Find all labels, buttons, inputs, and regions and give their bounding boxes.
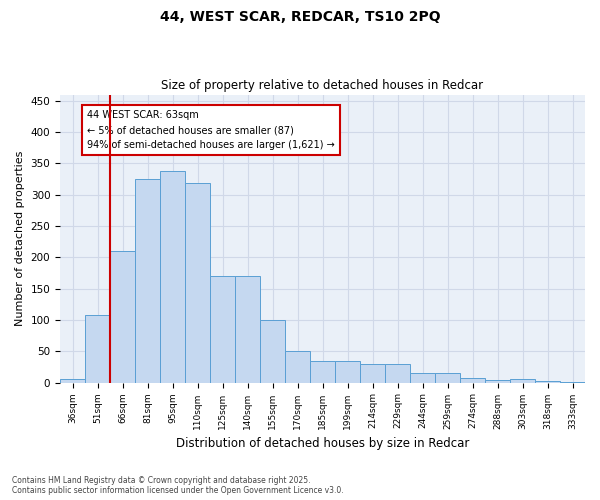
Bar (285, 352, 310, 382)
Bar (485, 380, 510, 382)
Bar (110, 251, 135, 382)
Bar (310, 360, 335, 382)
Bar (60, 380, 85, 382)
Bar (460, 378, 485, 382)
Text: 44 WEST SCAR: 63sqm
← 5% of detached houses are smaller (87)
94% of semi-detache: 44 WEST SCAR: 63sqm ← 5% of detached hou… (87, 110, 335, 150)
Bar (210, 276, 235, 382)
Bar (435, 373, 460, 382)
Bar (160, 171, 185, 382)
Bar (185, 184, 210, 382)
Text: Contains HM Land Registry data © Crown copyright and database right 2025.
Contai: Contains HM Land Registry data © Crown c… (12, 476, 344, 495)
X-axis label: Distribution of detached houses by size in Redcar: Distribution of detached houses by size … (176, 437, 469, 450)
Bar (510, 379, 535, 382)
Bar (235, 276, 260, 382)
Bar (360, 364, 385, 382)
Bar (260, 320, 285, 382)
Bar (335, 360, 360, 382)
Bar (410, 373, 435, 382)
Bar (135, 179, 160, 382)
Text: 44, WEST SCAR, REDCAR, TS10 2PQ: 44, WEST SCAR, REDCAR, TS10 2PQ (160, 10, 440, 24)
Title: Size of property relative to detached houses in Redcar: Size of property relative to detached ho… (161, 79, 484, 92)
Bar (385, 364, 410, 382)
Y-axis label: Number of detached properties: Number of detached properties (15, 151, 25, 326)
Bar (85, 315, 110, 382)
